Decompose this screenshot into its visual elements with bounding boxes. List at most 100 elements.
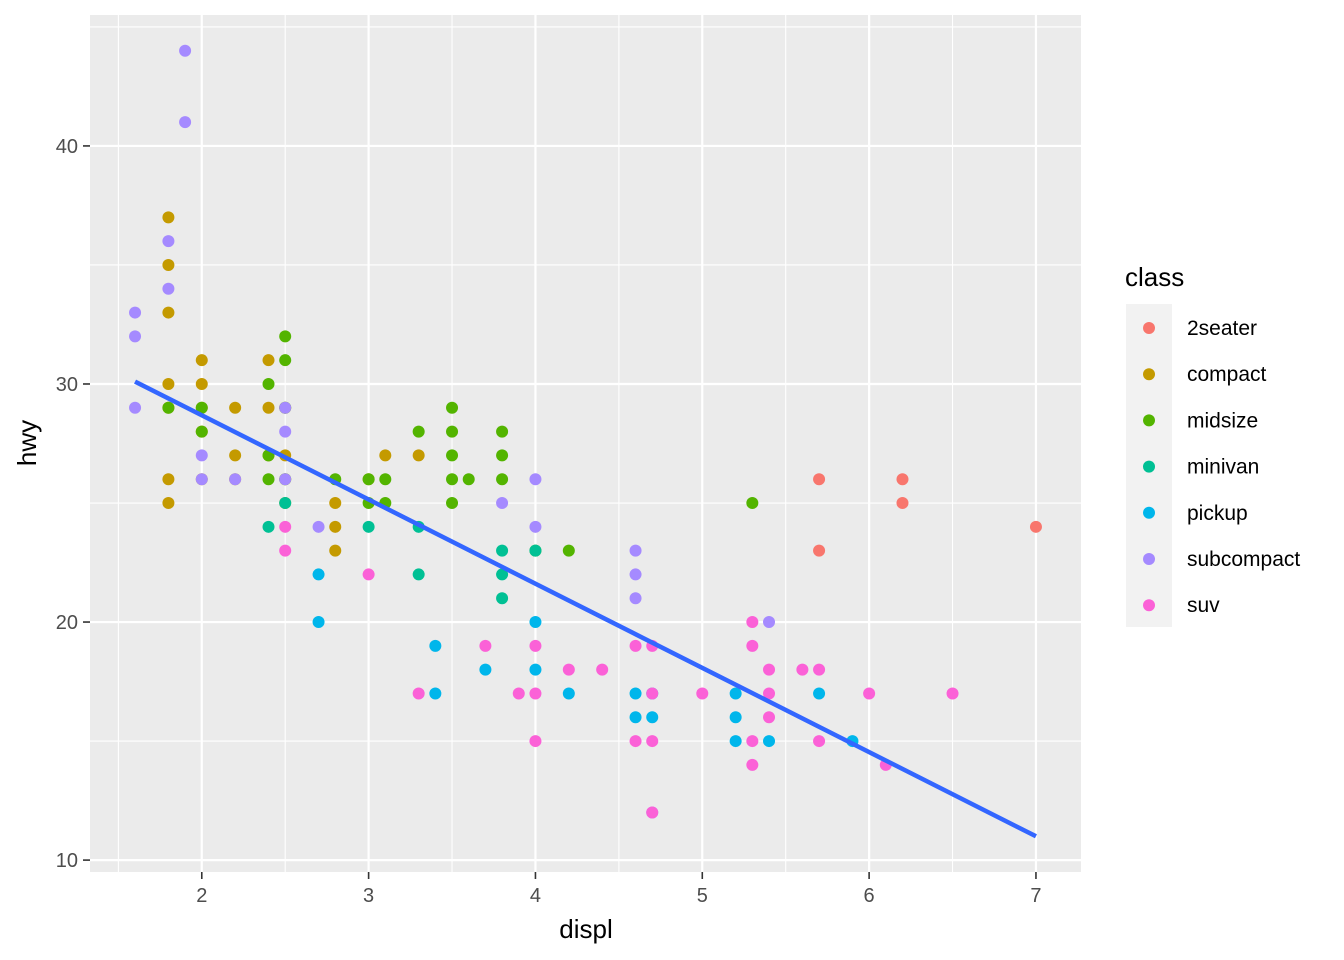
point-midsize [446, 401, 459, 414]
legend-key-pickup [1143, 506, 1155, 519]
legend-label-suv: suv [1187, 594, 1220, 617]
point-suv [746, 639, 759, 652]
y-tick-label: 20 [56, 612, 78, 634]
x-axis: 2 3 4 5 6 7 [196, 872, 1042, 907]
point-subcompact [529, 473, 542, 486]
point-midsize [262, 377, 275, 390]
point-suv [279, 544, 292, 557]
point-subcompact [629, 568, 642, 581]
point-subcompact [496, 497, 509, 510]
point-pickup [729, 711, 742, 724]
point-compact [162, 497, 175, 510]
point-subcompact [312, 520, 325, 533]
point-suv [529, 735, 542, 748]
point-compact [229, 449, 242, 462]
x-tick-label: 4 [530, 885, 541, 907]
point-subcompact [763, 616, 776, 629]
legend-key-compact [1143, 368, 1155, 381]
point-subcompact [162, 235, 175, 248]
point-compact [162, 473, 175, 486]
point-midsize [446, 425, 459, 438]
legend-key-subcompact [1143, 553, 1155, 565]
point-subcompact [179, 44, 192, 57]
point-minivan [362, 520, 375, 533]
point-minivan [496, 568, 509, 581]
trend-line [134, 379, 1037, 839]
point-pickup [429, 687, 442, 700]
point-suv [863, 687, 876, 700]
trend-line-group [134, 379, 1037, 839]
point-suv [562, 663, 575, 676]
point-midsize [446, 449, 459, 462]
point-subcompact [129, 401, 142, 414]
point-2seater [896, 473, 909, 486]
x-tick-label: 7 [1030, 885, 1041, 907]
x-tick-label: 5 [697, 885, 708, 907]
point-midsize [496, 473, 509, 486]
point-midsize [379, 473, 392, 486]
point-minivan [496, 592, 509, 605]
point-subcompact [129, 306, 142, 319]
x-tick-label: 3 [363, 885, 374, 907]
point-suv [696, 687, 709, 700]
point-compact [162, 211, 175, 224]
point-compact [195, 354, 208, 367]
point-compact [262, 401, 275, 414]
point-suv [362, 568, 375, 581]
legend-key-midsize [1143, 414, 1155, 427]
point-2seater [813, 544, 826, 557]
data-points [129, 44, 1042, 819]
point-suv [529, 687, 542, 700]
point-pickup [729, 687, 742, 700]
point-midsize [262, 473, 275, 486]
point-compact [162, 377, 175, 390]
x-tick-label: 2 [196, 885, 207, 907]
point-midsize [162, 401, 175, 414]
point-midsize [446, 473, 459, 486]
legend-label-2seater: 2seater [1187, 317, 1257, 340]
point-subcompact [179, 116, 192, 129]
point-suv [746, 758, 759, 771]
point-midsize [195, 401, 208, 414]
y-tick-label: 30 [56, 374, 78, 396]
point-minivan [279, 497, 292, 510]
point-subcompact [629, 592, 642, 605]
point-subcompact [229, 473, 242, 486]
point-pickup [629, 711, 642, 724]
point-pickup [562, 687, 575, 700]
point-suv [746, 735, 759, 748]
point-pickup [529, 616, 542, 629]
legend-label-midsize: midsize [1187, 409, 1258, 432]
point-suv [412, 687, 425, 700]
point-suv [646, 735, 659, 748]
point-pickup [312, 568, 325, 581]
point-2seater [896, 497, 909, 510]
point-subcompact [279, 473, 292, 486]
point-compact [229, 401, 242, 414]
legend-title: class [1125, 262, 1184, 292]
point-subcompact [129, 330, 142, 343]
point-suv [763, 663, 776, 676]
point-pickup [312, 616, 325, 629]
point-compact [162, 258, 175, 271]
point-suv [596, 663, 609, 676]
legend-key-suv [1143, 599, 1155, 612]
point-compact [329, 544, 342, 557]
point-compact [412, 449, 425, 462]
point-midsize [446, 497, 459, 510]
legend-label-subcompact: subcompact [1187, 548, 1300, 571]
legend-label-pickup: pickup [1187, 502, 1248, 525]
y-axis: 10 20 30 40 [56, 136, 90, 872]
point-pickup [629, 687, 642, 700]
point-compact [329, 497, 342, 510]
point-subcompact [195, 449, 208, 462]
point-2seater [1029, 520, 1042, 533]
grid-minor [90, 15, 1081, 872]
point-suv [512, 687, 525, 700]
point-subcompact [279, 425, 292, 438]
point-subcompact [162, 282, 175, 295]
point-suv [529, 639, 542, 652]
point-suv [796, 663, 809, 676]
point-midsize [496, 449, 509, 462]
